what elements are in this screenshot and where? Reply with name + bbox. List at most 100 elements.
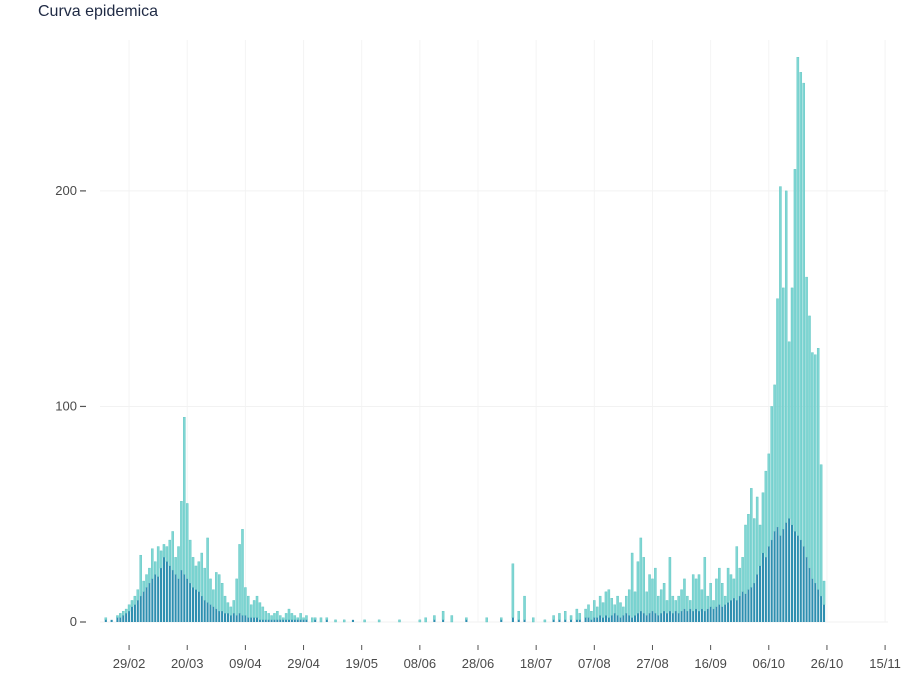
- bar-dark: [174, 574, 177, 622]
- bar-light: [595, 606, 599, 618]
- bar-light: [517, 611, 520, 621]
- bar-dark: [657, 615, 660, 622]
- bar-dark: [517, 619, 520, 622]
- bar-light: [305, 615, 308, 621]
- bar-light: [729, 574, 733, 601]
- bar-light: [203, 567, 206, 601]
- bar-light: [805, 276, 808, 558]
- bar-light: [689, 600, 692, 610]
- bar-dark: [247, 617, 250, 622]
- bar-light: [270, 615, 273, 621]
- bar-light: [639, 537, 643, 612]
- bar-dark: [206, 602, 209, 622]
- bar-light: [648, 574, 651, 614]
- bar-light: [302, 617, 305, 621]
- bar-dark: [677, 613, 680, 622]
- bar-light: [816, 348, 820, 590]
- bar-dark: [209, 604, 212, 622]
- x-tick-label: 07/08: [578, 656, 611, 671]
- bar-dark: [177, 578, 180, 622]
- bar-light: [691, 574, 695, 612]
- bar-light: [267, 613, 270, 621]
- bar-light: [500, 617, 503, 621]
- bar-dark: [157, 576, 160, 622]
- bar-light: [732, 578, 736, 599]
- bar-dark: [700, 609, 703, 622]
- bar-light: [279, 615, 282, 621]
- bar-light: [668, 557, 672, 612]
- bar-light: [587, 604, 590, 618]
- bar-dark: [151, 578, 154, 622]
- chart-title: Curva epidemica: [38, 3, 159, 20]
- bar-light: [584, 608, 587, 618]
- bar-light: [244, 587, 247, 616]
- bar-dark: [119, 617, 122, 622]
- bar-dark: [616, 615, 619, 622]
- bar-dark: [636, 613, 639, 622]
- bar-dark: [648, 613, 651, 622]
- bar-light: [116, 615, 119, 618]
- bar-dark: [148, 583, 151, 622]
- bar-dark: [695, 609, 698, 622]
- bar-light: [677, 595, 680, 614]
- bar-light: [787, 341, 791, 519]
- bar-dark: [290, 619, 293, 622]
- bar-light: [741, 557, 744, 593]
- bar-dark: [235, 615, 238, 622]
- bar-light: [773, 384, 776, 532]
- bar-light: [258, 602, 262, 621]
- bar-dark: [729, 600, 733, 622]
- bar-dark: [671, 613, 674, 622]
- bar-light: [814, 354, 817, 584]
- bar-dark: [639, 611, 642, 622]
- bar-dark: [351, 619, 355, 622]
- bar-dark: [610, 615, 613, 622]
- bar-light: [712, 600, 715, 610]
- bar-light: [657, 595, 660, 616]
- bar-dark: [253, 617, 256, 622]
- y-tick-label: 100: [55, 398, 77, 413]
- x-tick-label: 09/04: [229, 656, 262, 671]
- bar-dark: [628, 615, 631, 622]
- bar-dark: [442, 619, 445, 622]
- bar-light: [229, 606, 233, 616]
- bar-dark: [238, 613, 241, 622]
- bar-light: [703, 557, 707, 612]
- bar-light: [154, 561, 157, 575]
- bar-light: [569, 615, 573, 621]
- bar-light: [761, 492, 765, 554]
- bar-dark: [805, 557, 808, 622]
- bar-dark: [165, 561, 168, 622]
- bar-light: [200, 552, 204, 597]
- bar-dark: [779, 535, 782, 622]
- x-tick-label: 29/02: [113, 656, 146, 671]
- bar-dark: [189, 583, 192, 622]
- bar-dark: [770, 540, 773, 622]
- bar-dark: [258, 619, 261, 622]
- bar-light: [127, 604, 131, 612]
- bar-dark: [599, 615, 602, 622]
- bar-dark: [741, 591, 744, 622]
- bar-light: [485, 617, 488, 623]
- bar-light: [139, 554, 142, 597]
- bar-light: [764, 470, 768, 558]
- bar-dark: [665, 613, 669, 622]
- x-tick-label: 28/06: [462, 656, 495, 671]
- bar-dark: [593, 617, 596, 622]
- bar-light: [808, 315, 811, 569]
- bar-light: [252, 600, 256, 618]
- bar-light: [183, 417, 186, 575]
- bar-light: [334, 619, 337, 623]
- bar-dark: [523, 619, 526, 622]
- bar-light: [671, 595, 675, 614]
- bar-light: [171, 531, 174, 571]
- bar-dark: [133, 604, 136, 622]
- bar-light: [627, 589, 631, 616]
- bar-dark: [622, 615, 625, 622]
- bar-dark: [750, 587, 753, 622]
- bar-dark: [279, 619, 282, 622]
- bar-dark: [715, 606, 718, 622]
- bar-light: [290, 613, 294, 621]
- bar-dark: [287, 619, 291, 622]
